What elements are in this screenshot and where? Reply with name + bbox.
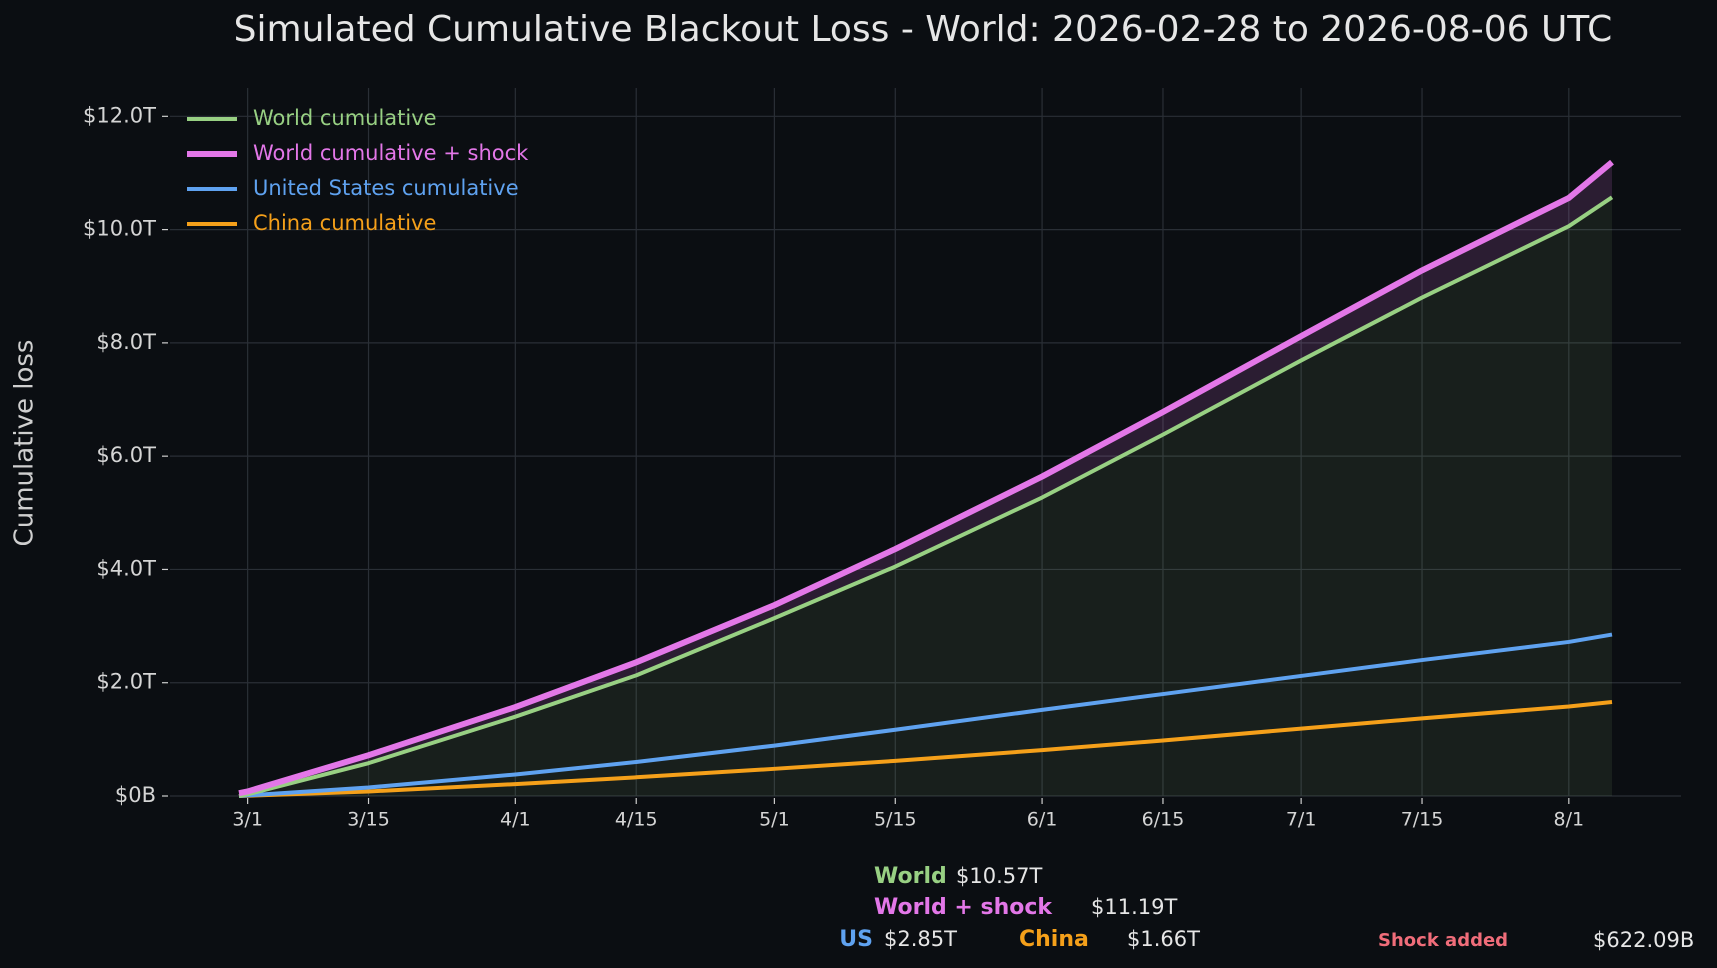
y-tick-label: $2.0T [96, 670, 156, 694]
line-series [238, 159, 1614, 797]
y-axis-label: Cumulative loss [10, 340, 40, 547]
x-tick-label: 7/15 [1401, 809, 1444, 831]
x-tick-label: 4/1 [500, 809, 531, 831]
y-tick-label: $12.0T [83, 103, 156, 127]
x-tick-label: 6/15 [1142, 809, 1185, 831]
summary-value: $2.85T [884, 927, 957, 951]
x-tick-label: 8/1 [1554, 809, 1585, 831]
summary-label: US [839, 927, 873, 952]
line-series [238, 699, 1613, 798]
summary-value: $10.57T [956, 864, 1042, 888]
x-tick-label: 5/15 [874, 809, 917, 831]
x-tick-label: 7/1 [1286, 809, 1317, 831]
legend-label: World cumulative [253, 106, 437, 130]
x-tick-label: 6/1 [1027, 809, 1058, 831]
x-tick-label: 4/15 [615, 809, 658, 831]
y-tick-label: $4.0T [96, 556, 156, 580]
summary-label: China [1019, 927, 1089, 952]
y-tick-label: $6.0T [96, 443, 156, 467]
summary-label: Shock added [1378, 930, 1508, 951]
summary-label: World [874, 864, 947, 889]
chart-title: Simulated Cumulative Blackout Loss - Wor… [234, 9, 1613, 50]
summary-value: $11.19T [1091, 895, 1177, 919]
y-tick-label: $8.0T [96, 330, 156, 354]
x-tick-label: 3/15 [347, 809, 390, 831]
x-tick-label: 3/1 [232, 809, 263, 831]
x-tick-label: 5/1 [759, 809, 790, 831]
y-tick-label: $0B [115, 783, 156, 807]
summary-label: World + shock [874, 895, 1053, 920]
line-series [238, 632, 1613, 798]
summary-value: $622.09B [1593, 928, 1694, 952]
legend-label: United States cumulative [253, 176, 519, 200]
line-series [238, 195, 1614, 798]
y-tick-label: $10.0T [83, 217, 156, 241]
area-fill [239, 197, 1612, 797]
legend-label: World cumulative + shock [253, 141, 529, 165]
summary-value: $1.66T [1127, 927, 1200, 951]
legend-label: China cumulative [253, 211, 436, 235]
